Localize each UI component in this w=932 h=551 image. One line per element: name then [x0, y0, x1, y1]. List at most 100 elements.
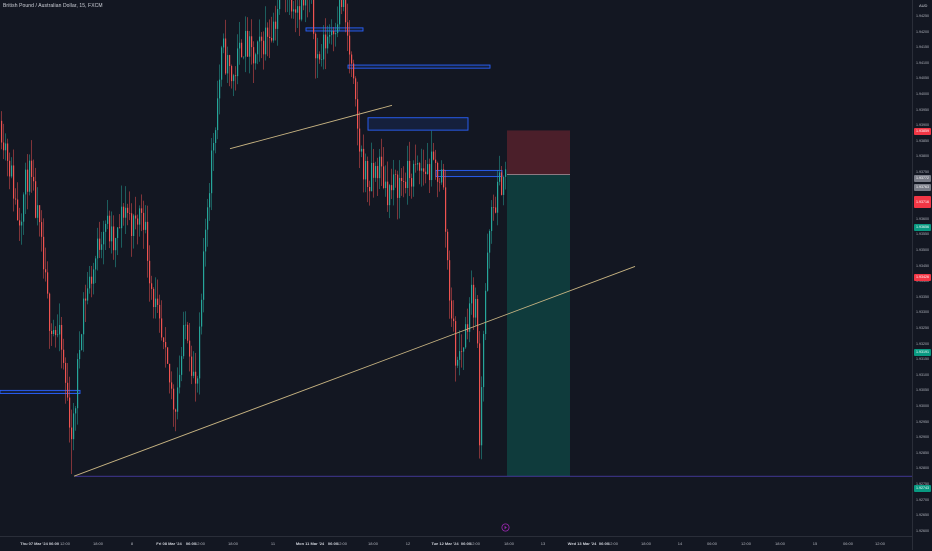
time-tick-label: 12:00 [607, 541, 619, 546]
candle-body [47, 272, 49, 294]
price-tick-label: 1.94050 [916, 76, 929, 81]
candle-body [315, 33, 317, 59]
candle-body [491, 206, 493, 232]
price-tick-label: 1.92700 [916, 497, 929, 502]
candle-body [173, 388, 175, 410]
price-tick-label: 1.94250 [916, 14, 929, 18]
time-tick-label: 11 [270, 541, 276, 546]
time-tick-label: 12:00 [194, 541, 206, 546]
candle-body [227, 55, 229, 74]
price-tick-label: 1.94000 [916, 92, 929, 96]
candle-body [323, 34, 325, 60]
price-tick-label: 1.92950 [916, 419, 929, 424]
price-tick-label: 1.92600 [916, 528, 929, 533]
target-mid-badge: 1.93656 [914, 224, 931, 231]
price-axis[interactable]: AUD 1.94250 1.94200 1.94150 1.94100 1.94050 1… [912, 0, 932, 550]
candle-body [433, 151, 435, 160]
time-tick-label: Wed 13 Mar '24 [567, 541, 597, 546]
candle-body [49, 293, 51, 331]
candle-body [473, 284, 475, 318]
candle-body [181, 356, 183, 375]
replay-icon[interactable] [501, 523, 510, 532]
candle-body [393, 174, 395, 191]
candle-body [403, 180, 405, 182]
time-tick-label: 18:00 [640, 541, 652, 546]
candle-body [45, 269, 47, 273]
time-tick-label: 12:00 [469, 541, 481, 546]
candle-body [83, 298, 85, 335]
candle-body [313, 0, 315, 34]
price-chart-plot[interactable] [0, 0, 912, 536]
candle-body [61, 324, 63, 350]
candle-body [341, 0, 343, 7]
candle-body [369, 186, 371, 192]
current-price-badge: 1.93772 [914, 175, 931, 182]
candle-body [217, 98, 219, 131]
price-tick-label: 1.93800 [916, 154, 929, 159]
time-tick-label: 12:00 [59, 541, 71, 546]
candle-body [23, 194, 25, 222]
candle-body [81, 334, 83, 350]
time-tick-label: 15 [812, 541, 818, 546]
time-tick-label: Tue 12 Mar '24 [431, 541, 459, 546]
candle-body [399, 177, 401, 198]
price-tick-label: 1.92650 [916, 513, 929, 518]
candle-body [417, 163, 419, 165]
candle-body [391, 185, 393, 191]
price-tick-label: 1.93300 [916, 310, 929, 315]
candle-body [163, 337, 165, 343]
candle-body [301, 0, 303, 20]
candle-body [455, 321, 457, 366]
candle-body [411, 178, 413, 187]
candle-body [67, 382, 69, 398]
time-tick-label: 18:00 [367, 541, 379, 546]
candle-body [121, 206, 123, 229]
candle-body [127, 207, 129, 213]
candle-body [213, 142, 215, 151]
candle-body [233, 75, 235, 82]
candle-body [85, 298, 87, 301]
candle-body [425, 171, 427, 175]
candle-body [487, 252, 489, 291]
candle-body [209, 193, 211, 208]
candle-body [347, 22, 349, 36]
candle-body [449, 260, 451, 301]
candle-body [69, 397, 71, 428]
time-tick-label: 12:00 [874, 541, 886, 546]
stop-price-badge: 1.93859 [914, 128, 931, 135]
candle-body [201, 299, 203, 327]
candle-body [255, 54, 257, 64]
candle-body [367, 160, 369, 187]
candle-body [229, 55, 231, 67]
candle-body [415, 163, 417, 165]
candle-body [263, 40, 265, 55]
candle-body [17, 199, 19, 221]
zone-box [347, 64, 491, 69]
price-tick-label: 1.93200 [916, 341, 929, 346]
candle-body [77, 359, 79, 409]
candle-body [37, 205, 39, 218]
candle-body [223, 38, 225, 48]
candle-body [137, 218, 139, 225]
zones-layer [0, 27, 503, 394]
candle-body [155, 298, 157, 308]
candle-body [177, 387, 179, 412]
candle-body [185, 324, 187, 326]
zone-box [0, 389, 81, 394]
candle-body [135, 215, 137, 219]
time-axis[interactable]: Thu 07 Mar '24 06:00 12:00 18:00 8 Fri 08 Mar… [0, 536, 912, 551]
candle-body [187, 324, 189, 341]
candle-body [211, 150, 213, 194]
candle-body [485, 290, 487, 335]
candle-body [277, 9, 279, 29]
candle-body [373, 162, 375, 178]
candle-body [423, 168, 425, 172]
price-tick-label: 1.93350 [916, 294, 929, 299]
candle-body [171, 382, 173, 389]
time-tick-label: 12 [405, 541, 411, 546]
candle-body [125, 207, 127, 218]
symbol-title[interactable]: British Pound / Australian Dollar, 15, F… [3, 3, 103, 9]
candle-body [447, 231, 449, 261]
candle-body [465, 324, 467, 348]
candle-body [457, 359, 459, 366]
